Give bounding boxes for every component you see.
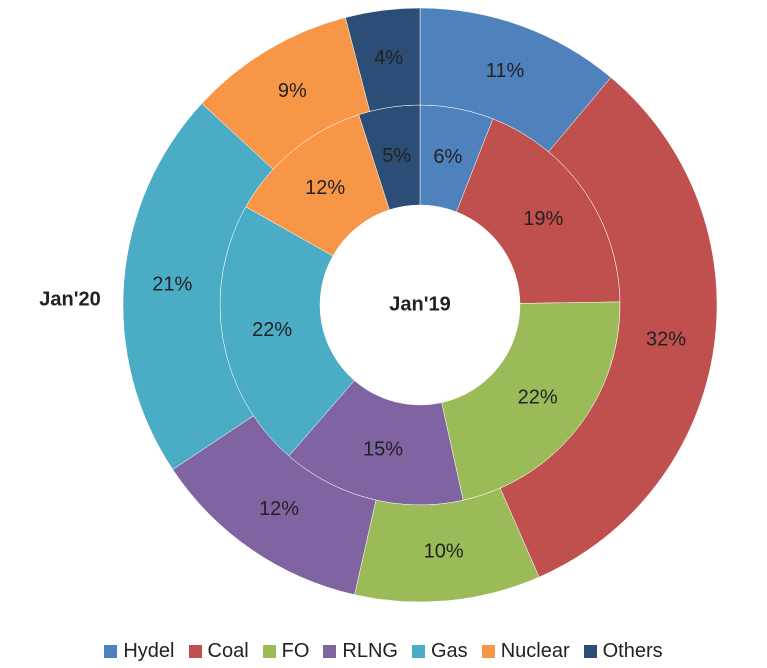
data-label: 11% (486, 60, 525, 82)
legend-swatch (323, 645, 337, 658)
donut-slice (122, 103, 274, 470)
data-label: 10% (424, 541, 464, 563)
inner-ring-label: Jan'19 (389, 293, 450, 315)
legend-item: Hydel (104, 640, 175, 663)
legend-label: Nuclear (500, 640, 570, 662)
legend-label: Gas (431, 640, 468, 662)
data-label: 12% (305, 177, 345, 199)
data-label: 32% (646, 329, 686, 351)
donut-slice (499, 77, 718, 578)
legend: Hydel Coal FO RLNG Gas Nuclear Others (0, 640, 767, 663)
data-label: 15% (363, 439, 403, 461)
legend-label: Others (602, 640, 663, 662)
legend-label: FO (281, 640, 310, 662)
data-label: 6% (433, 146, 462, 168)
data-label: 9% (278, 80, 307, 102)
outer-ring-label: Jan'20 (39, 288, 100, 310)
data-label: 21% (152, 274, 192, 296)
legend-item: Others (583, 640, 663, 663)
legend-item: Nuclear (481, 640, 570, 663)
data-label: 19% (523, 208, 563, 230)
legend-item: RLNG (323, 640, 398, 663)
data-label: 12% (259, 498, 299, 520)
legend-swatch (481, 645, 495, 658)
data-label: 5% (382, 145, 411, 167)
legend-item: Gas (412, 640, 468, 663)
donut-slice (345, 7, 421, 112)
chart: 6% 19% 22% 15% 22% 12% 5% 11% 32% 10% 12% 21% 9% 4% Ja… (39, 7, 718, 603)
legend-swatch (583, 645, 597, 658)
legend-item: FO (262, 640, 310, 663)
legend-label: RLNG (342, 640, 398, 662)
data-label: 4% (374, 47, 403, 69)
legend-label: Coal (207, 640, 249, 662)
legend-swatch (412, 645, 425, 658)
legend-swatch (104, 645, 118, 658)
legend-swatch (188, 645, 202, 658)
legend-label: Hydel (123, 640, 175, 662)
legend-item: Coal (188, 640, 249, 663)
data-label: 22% (252, 319, 292, 341)
data-label: 22% (518, 386, 558, 408)
legend-swatch (262, 645, 276, 658)
